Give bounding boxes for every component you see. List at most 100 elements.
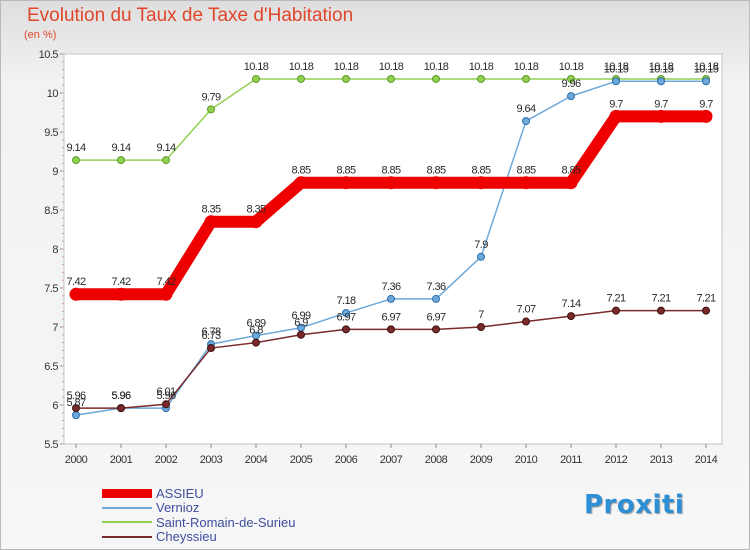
data-label: 8.85 — [381, 165, 400, 177]
data-point — [699, 109, 713, 123]
data-label: 8.85 — [291, 165, 310, 177]
data-label: 7.07 — [516, 304, 535, 316]
series-lines — [69, 74, 713, 420]
x-tick-label: 2000 — [65, 454, 88, 466]
data-label: 8.85 — [516, 165, 535, 177]
data-point — [297, 74, 305, 83]
x-tick-label: 2011 — [560, 454, 582, 466]
data-point — [207, 344, 215, 353]
data-label: 6.99 — [291, 310, 310, 322]
data-point — [207, 105, 215, 114]
data-label: 9.64 — [516, 103, 535, 115]
data-point — [567, 74, 575, 83]
x-tick-label: 2002 — [155, 454, 178, 466]
data-point — [702, 77, 710, 86]
data-label: 10.18 — [379, 61, 404, 73]
data-point — [294, 176, 308, 190]
data-label: 5.96 — [111, 390, 130, 402]
x-tick-label: 2008 — [425, 454, 448, 466]
data-point — [342, 74, 350, 83]
data-label: 7.18 — [336, 295, 355, 307]
legend-item-saint-romain-de-surieu: Saint-Romain-de-Surieu — [102, 515, 295, 530]
data-label: 10.18 — [244, 61, 269, 73]
data-point — [204, 215, 218, 229]
data-label: 7 — [478, 309, 484, 321]
data-label: 10.15 — [649, 63, 674, 75]
legend-swatch-assieu — [102, 488, 152, 498]
data-label: 7.42 — [66, 276, 85, 288]
data-label: 6.73 — [201, 330, 220, 342]
legend-label: Saint-Romain-de-Surieu — [156, 514, 296, 530]
x-tick-label: 2009 — [470, 454, 493, 466]
data-point — [519, 176, 533, 190]
data-label: 10.18 — [694, 61, 719, 73]
data-label: 9.7 — [654, 98, 668, 110]
x-tick-label: 2010 — [515, 454, 538, 466]
data-label: 8.85 — [561, 165, 580, 177]
y-tick-label: 7 — [52, 322, 58, 334]
x-tick-label: 2007 — [380, 454, 403, 466]
data-label: 10.18 — [514, 61, 539, 73]
data-point — [162, 156, 170, 165]
data-label: 7.9 — [474, 239, 488, 251]
chart-subtitle: (en %) — [24, 29, 57, 41]
data-label: 6.9 — [294, 317, 308, 329]
data-point — [117, 156, 125, 165]
data-point — [609, 109, 623, 123]
data-label: 6.89 — [246, 318, 265, 330]
data-label: 10.18 — [334, 61, 359, 73]
data-label: 5.96 — [156, 390, 175, 402]
data-point — [252, 74, 260, 83]
data-label: 6.97 — [336, 311, 355, 323]
legend-swatch-vernioz — [102, 506, 152, 509]
data-point — [69, 287, 83, 301]
data-point — [477, 252, 485, 261]
data-point — [387, 74, 395, 83]
x-tick-label: 2006 — [335, 454, 358, 466]
data-point — [657, 77, 665, 86]
data-point — [432, 74, 440, 83]
data-label: 10.15 — [604, 63, 629, 75]
data-label: 9.14 — [156, 142, 175, 154]
data-point — [159, 287, 173, 301]
data-point — [252, 338, 260, 347]
data-label: 7.21 — [696, 293, 715, 305]
data-label: 7.42 — [111, 276, 130, 288]
data-point — [429, 176, 443, 190]
x-tick-label: 2013 — [650, 454, 673, 466]
data-point — [72, 404, 80, 413]
x-tick-label: 2003 — [200, 454, 223, 466]
legend-label: Cheyssieu — [156, 529, 217, 545]
y-tick-label: 7.5 — [44, 283, 58, 295]
data-point — [249, 215, 263, 229]
data-point — [474, 176, 488, 190]
data-point — [657, 306, 665, 315]
data-label: 6.8 — [249, 325, 263, 337]
data-point — [522, 117, 530, 126]
x-tick-label: 2005 — [290, 454, 313, 466]
legend: ASSIEU Vernioz Saint-Romain-de-Surieu Ch… — [102, 486, 295, 544]
data-label: 10.15 — [694, 63, 719, 75]
data-label: 10.18 — [469, 61, 494, 73]
data-label: 8.35 — [246, 204, 265, 216]
data-point — [432, 294, 440, 303]
data-point — [522, 317, 530, 326]
data-point — [72, 156, 80, 165]
data-label: 9.79 — [201, 91, 220, 103]
data-point — [162, 400, 170, 409]
data-point — [342, 308, 350, 317]
data-label: 10.18 — [424, 61, 449, 73]
data-label: 8.85 — [426, 165, 445, 177]
data-point — [567, 92, 575, 101]
legend-swatch-saint-romain — [102, 521, 152, 524]
data-label: 9.14 — [111, 142, 130, 154]
chart-title: Evolution du Taux de Taxe d'Habitation — [27, 5, 354, 26]
data-point — [384, 176, 398, 190]
proxiti-logo: Proxiti — [584, 490, 685, 520]
data-label: 6.97 — [381, 311, 400, 323]
data-point — [72, 411, 80, 420]
data-point — [339, 176, 353, 190]
data-label: 5.96 — [111, 390, 130, 402]
data-label: 10.18 — [289, 61, 314, 73]
